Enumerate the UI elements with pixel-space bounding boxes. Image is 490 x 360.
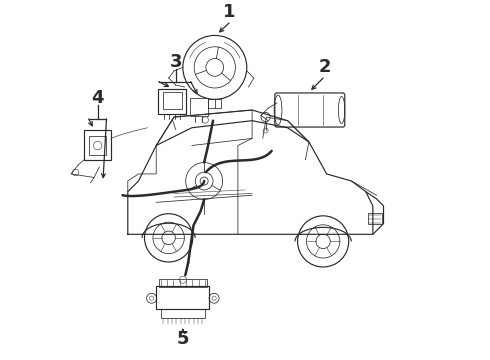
Bar: [208, 99, 221, 108]
Text: 4: 4: [91, 89, 104, 107]
Bar: [84, 130, 111, 160]
Bar: [158, 89, 186, 113]
Bar: [161, 309, 205, 318]
Bar: [190, 98, 208, 116]
Text: 2: 2: [318, 58, 331, 76]
Bar: [89, 136, 106, 156]
Bar: [368, 213, 382, 224]
Text: 3: 3: [170, 53, 182, 71]
Text: 1: 1: [223, 3, 235, 21]
Bar: [159, 279, 207, 287]
Text: 5: 5: [176, 330, 189, 348]
Bar: [163, 92, 182, 109]
